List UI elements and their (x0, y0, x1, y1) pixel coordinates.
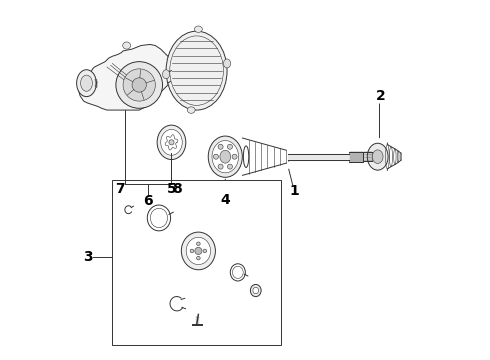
Ellipse shape (80, 75, 93, 91)
Circle shape (227, 164, 232, 169)
Ellipse shape (186, 237, 211, 265)
Ellipse shape (187, 107, 195, 113)
Ellipse shape (157, 125, 186, 159)
Circle shape (232, 154, 237, 159)
Text: 2: 2 (376, 89, 386, 103)
Circle shape (203, 249, 207, 253)
Ellipse shape (161, 130, 182, 155)
Text: 1: 1 (290, 184, 299, 198)
Circle shape (196, 256, 200, 260)
Ellipse shape (212, 140, 239, 173)
Text: 3: 3 (83, 250, 93, 264)
Circle shape (218, 164, 223, 169)
Circle shape (132, 78, 147, 92)
Circle shape (169, 140, 174, 145)
Circle shape (116, 62, 163, 108)
Circle shape (123, 69, 155, 101)
Circle shape (227, 144, 232, 149)
Circle shape (196, 242, 200, 246)
Text: 7: 7 (115, 182, 125, 196)
Ellipse shape (122, 42, 131, 49)
Ellipse shape (223, 59, 231, 68)
Polygon shape (78, 44, 173, 110)
Ellipse shape (372, 150, 383, 163)
Circle shape (218, 144, 223, 149)
Text: 8: 8 (172, 182, 182, 196)
Text: 6: 6 (144, 194, 153, 208)
Ellipse shape (195, 26, 202, 32)
Text: 5: 5 (167, 182, 176, 196)
Ellipse shape (76, 70, 97, 96)
Ellipse shape (181, 232, 216, 270)
Circle shape (190, 249, 194, 253)
Ellipse shape (220, 150, 231, 163)
Ellipse shape (208, 136, 243, 177)
Ellipse shape (163, 70, 170, 79)
Ellipse shape (166, 31, 227, 110)
Ellipse shape (250, 284, 261, 297)
Ellipse shape (253, 287, 259, 294)
Ellipse shape (368, 143, 388, 170)
Bar (112, 180, 281, 345)
Text: 4: 4 (220, 193, 230, 207)
Circle shape (195, 247, 202, 255)
Circle shape (214, 154, 219, 159)
